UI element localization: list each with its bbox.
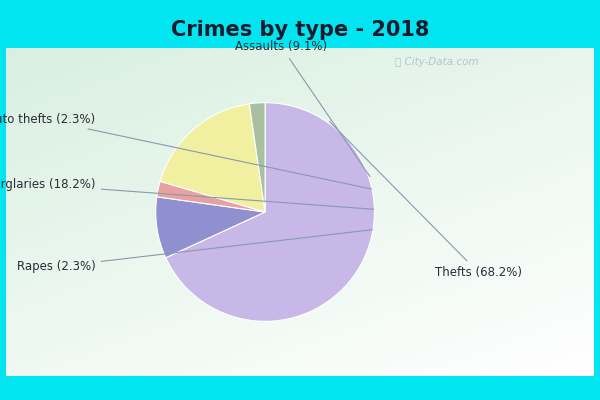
Wedge shape — [157, 181, 265, 212]
Wedge shape — [160, 104, 265, 212]
Text: Thefts (68.2%): Thefts (68.2%) — [329, 122, 521, 279]
Text: Auto thefts (2.3%): Auto thefts (2.3%) — [0, 112, 371, 189]
Wedge shape — [166, 103, 374, 321]
Text: Burglaries (18.2%): Burglaries (18.2%) — [0, 178, 374, 209]
Wedge shape — [250, 103, 265, 212]
Wedge shape — [156, 197, 265, 258]
Text: ⓘ City-Data.com: ⓘ City-Data.com — [395, 57, 478, 67]
Text: Assaults (9.1%): Assaults (9.1%) — [235, 40, 370, 177]
Text: Crimes by type - 2018: Crimes by type - 2018 — [171, 20, 429, 40]
Text: Rapes (2.3%): Rapes (2.3%) — [17, 230, 373, 273]
